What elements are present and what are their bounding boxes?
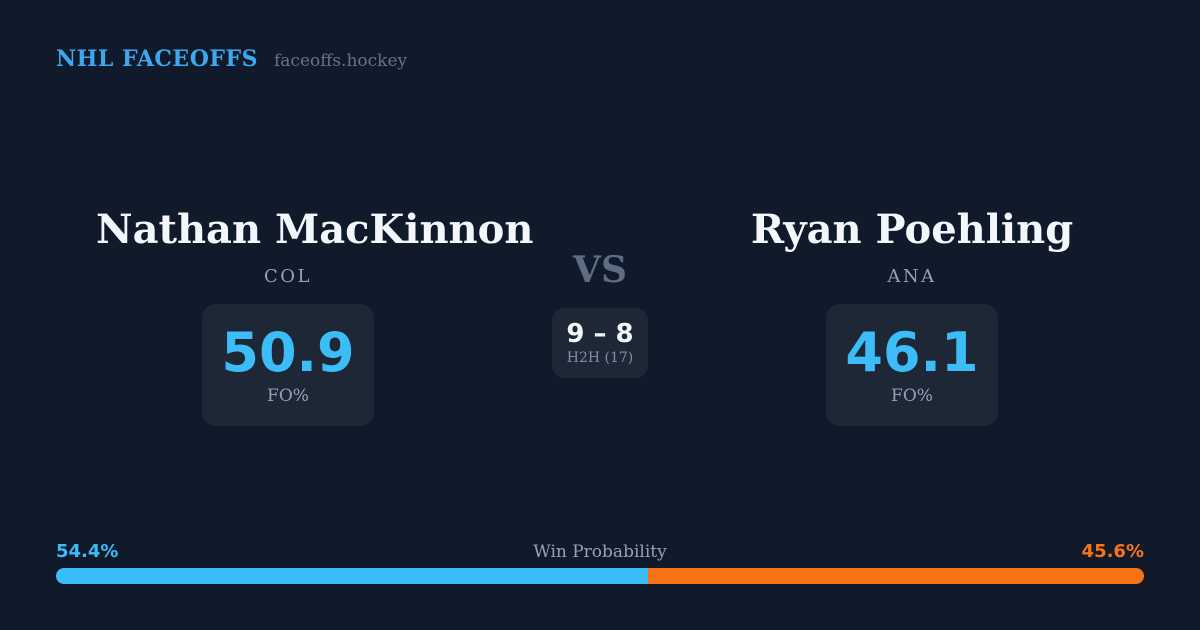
winprob-bar (56, 568, 1144, 584)
winprob-bar-left (56, 568, 648, 584)
fo-label: FO% (267, 386, 309, 406)
brand-title: NHL FACEOFFS (56, 46, 258, 72)
winprob-title: Win Probability (533, 542, 667, 562)
fo-stat-card: 46.1 FO% (826, 304, 998, 426)
fo-value: 50.9 (221, 321, 355, 384)
player-name: Ryan Poehling (750, 206, 1074, 253)
winprob-labels: 54.4% Win Probability 45.6% (56, 541, 1144, 563)
winprob-right-pct: 45.6% (1081, 541, 1144, 562)
team-abbr: COL (264, 266, 312, 287)
winprob-bar-right (647, 568, 1144, 584)
team-abbr: ANA (887, 266, 937, 287)
h2h-count: H2H (17) (566, 350, 634, 366)
site-url: faceoffs.hockey (274, 51, 408, 71)
h2h-card: 9 – 8 H2H (17) (552, 308, 648, 378)
fo-stat-card: 50.9 FO% (202, 304, 374, 426)
fo-value: 46.1 (845, 321, 979, 384)
vs-label: VS (573, 249, 627, 291)
h2h-score: 9 – 8 (566, 319, 634, 349)
winprob-left-pct: 54.4% (56, 541, 119, 562)
player-name: Nathan MacKinnon (96, 206, 534, 253)
vs-column: VS 9 – 8 H2H (17) (540, 250, 660, 378)
player-column-right: Ryan Poehling ANA 46.1 FO% (720, 206, 1104, 426)
fo-label: FO% (891, 386, 933, 406)
player-column-left: Nathan MacKinnon COL 50.9 FO% (96, 206, 534, 426)
header: NHL FACEOFFS faceoffs.hockey (56, 46, 407, 72)
